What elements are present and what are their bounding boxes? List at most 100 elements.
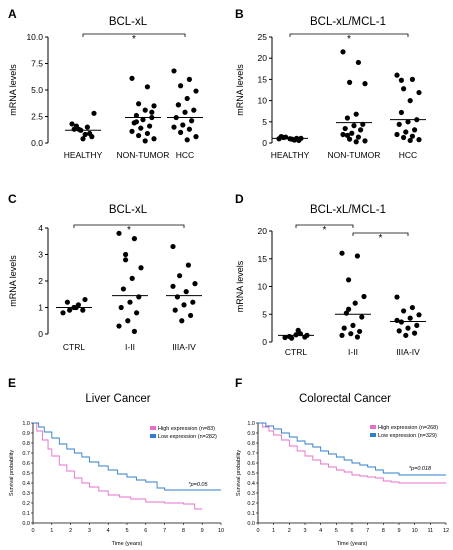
km-x-tick-label-E: 7 bbox=[163, 528, 166, 534]
data-point-D bbox=[407, 315, 413, 321]
data-point-B bbox=[351, 123, 357, 129]
km-x-tick-label-E: 0 bbox=[31, 528, 34, 534]
data-point-B bbox=[362, 138, 368, 144]
data-point-D bbox=[361, 293, 367, 300]
data-point-B bbox=[396, 121, 402, 127]
km-y-tick-label-E: 0.4 bbox=[22, 481, 30, 487]
km-y-tick-label-E: 0.6 bbox=[22, 461, 30, 467]
y-tick-label-A: 2.5 bbox=[31, 112, 43, 122]
panel-title-D: BCL-xL/MCL-1 bbox=[310, 204, 386, 216]
data-point-A bbox=[180, 122, 186, 128]
data-point-D bbox=[295, 327, 301, 333]
significance-star-B: * bbox=[347, 34, 351, 45]
km-y-tick-label-F: 0.4 bbox=[247, 481, 255, 487]
legend-swatch-E bbox=[150, 426, 156, 430]
data-point-C bbox=[123, 251, 129, 258]
km-x-tick-label-F: 9 bbox=[397, 528, 400, 534]
km-x-tick-label-F: 8 bbox=[382, 528, 385, 534]
km-y-axis-label-F: Survival probability bbox=[236, 450, 242, 496]
data-point-B bbox=[355, 59, 361, 66]
data-point-A bbox=[84, 124, 90, 130]
km-y-tick-label-E: 0.2 bbox=[22, 501, 30, 507]
data-point-A bbox=[82, 131, 88, 138]
data-point-C bbox=[82, 296, 88, 303]
data-point-D bbox=[354, 334, 360, 340]
y-tick-label-D: 0 bbox=[262, 337, 267, 347]
data-point-A bbox=[151, 103, 157, 109]
km-x-tick-label-E: 2 bbox=[69, 528, 72, 534]
y-tick-label-A: 5.0 bbox=[31, 85, 43, 95]
data-point-A bbox=[71, 126, 77, 132]
km-y-tick-label-E: 0.7 bbox=[22, 451, 30, 457]
km-x-tick-label-E: 9 bbox=[201, 528, 204, 534]
data-point-C bbox=[131, 236, 137, 242]
data-point-A bbox=[193, 88, 199, 94]
data-point-B bbox=[362, 81, 368, 87]
km-x-tick-label-F: 5 bbox=[335, 528, 338, 534]
km-x-tick-label-E: 8 bbox=[182, 528, 185, 534]
data-point-D bbox=[352, 300, 358, 306]
data-point-A bbox=[142, 107, 148, 113]
data-point-D bbox=[346, 277, 352, 283]
y-axis-label-A: mRNA levels bbox=[8, 64, 18, 116]
data-point-A bbox=[182, 109, 188, 115]
data-point-D bbox=[401, 308, 407, 314]
panel-label-F: F bbox=[235, 376, 242, 390]
data-point-A bbox=[136, 132, 142, 139]
significance-star-D: * bbox=[323, 225, 327, 236]
data-point-D bbox=[414, 322, 420, 328]
legend-label-E: High expression (n=83) bbox=[158, 426, 215, 432]
data-point-C bbox=[170, 243, 176, 250]
significance-bracket-B bbox=[289, 33, 409, 37]
km-y-tick-label-E: 0.3 bbox=[22, 491, 30, 497]
data-point-D bbox=[339, 332, 345, 338]
y-tick-label-A: 0.0 bbox=[31, 138, 43, 148]
category-label-D: I-II bbox=[348, 347, 358, 357]
data-point-A bbox=[87, 130, 93, 137]
data-point-C bbox=[188, 312, 194, 319]
data-point-B bbox=[349, 130, 355, 136]
data-point-D bbox=[286, 333, 292, 340]
km-y-tick-label-E: 0.8 bbox=[22, 441, 30, 447]
legend-label-F: High expression (n=268) bbox=[378, 425, 438, 431]
data-point-C bbox=[116, 230, 122, 236]
data-point-B bbox=[353, 111, 359, 117]
y-tick-label-B: 20 bbox=[258, 53, 268, 63]
km-x-tick-label-E: 5 bbox=[125, 528, 128, 534]
data-point-C bbox=[80, 307, 86, 313]
y-tick-label-D: 10 bbox=[258, 282, 268, 292]
category-label-B: NON-TUMOR bbox=[328, 150, 381, 160]
legend-swatch-F bbox=[370, 425, 376, 429]
category-label-A: NON-TUMOR bbox=[117, 150, 170, 160]
legend-label-F: Low expression (n=329) bbox=[378, 433, 437, 439]
km-x-tick-label-F: 0 bbox=[256, 528, 259, 534]
data-point-C bbox=[127, 299, 133, 305]
data-point-C bbox=[123, 257, 129, 263]
data-point-C bbox=[183, 289, 189, 295]
panel-label-A: A bbox=[8, 7, 17, 21]
y-tick-label-C: 1 bbox=[38, 303, 43, 313]
data-point-C bbox=[179, 318, 185, 324]
data-point-A bbox=[184, 95, 190, 102]
panel-title-A: BCL-xL bbox=[109, 16, 148, 28]
category-label-C: IIIA-IV bbox=[172, 342, 196, 352]
km-curve-E bbox=[33, 422, 221, 491]
panel-label-B: B bbox=[235, 7, 244, 21]
km-y-tick-label-F: 0.1 bbox=[247, 511, 255, 517]
km-y-tick-label-E: 0.9 bbox=[22, 431, 30, 437]
km-y-tick-label-F: 0.0 bbox=[247, 521, 255, 527]
data-point-C bbox=[172, 307, 178, 313]
data-point-B bbox=[394, 72, 400, 78]
km-x-tick-label-E: 4 bbox=[107, 528, 110, 534]
data-point-B bbox=[342, 125, 348, 132]
data-point-C bbox=[67, 307, 73, 313]
y-tick-label-B: 25 bbox=[258, 32, 268, 42]
data-point-C bbox=[131, 328, 137, 334]
data-point-A bbox=[175, 102, 181, 108]
panel-label-C: C bbox=[8, 192, 17, 206]
data-point-A bbox=[149, 109, 155, 115]
data-point-C bbox=[120, 286, 126, 292]
y-tick-label-B: 0 bbox=[262, 138, 267, 148]
data-point-D bbox=[339, 250, 345, 256]
significance-bracket-A bbox=[82, 33, 186, 37]
